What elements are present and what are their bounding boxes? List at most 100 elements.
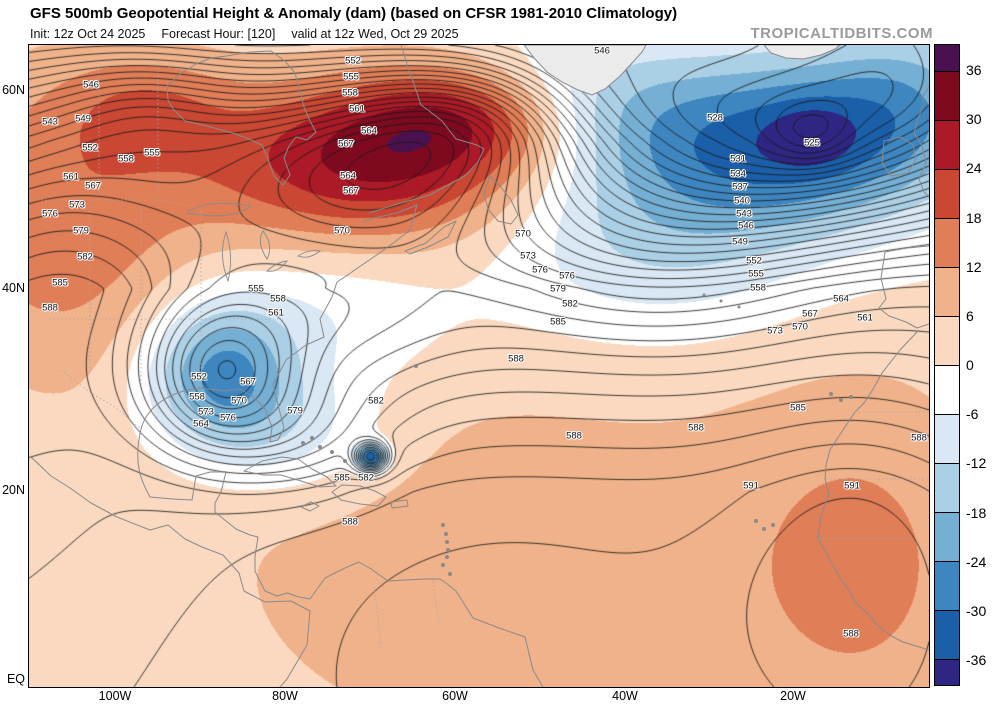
lon-tick-label: 20W: [780, 689, 806, 703]
colorbar-tick-label: 12: [966, 258, 982, 275]
contour-label: 570: [334, 225, 350, 237]
contour-label: 531: [730, 153, 746, 165]
lon-tick-label: 100W: [98, 689, 132, 703]
contour-label: 564: [361, 125, 377, 137]
lat-tick-label: 20N: [2, 483, 25, 497]
contour-label: 558: [750, 282, 766, 294]
contour-label: 579: [73, 225, 89, 237]
colorbar-segment: [935, 119, 959, 169]
colorbar-segment: [935, 365, 959, 415]
contour-label: 558: [189, 391, 205, 403]
lake-superior: [185, 202, 253, 217]
colorbar-tick-label: 0: [966, 357, 974, 373]
contour-label: 564: [193, 418, 209, 430]
lat-tick-label: 60N: [2, 83, 25, 97]
contour-label: 588: [342, 516, 358, 528]
contour-label: 576: [532, 264, 548, 276]
lake-huron: [259, 230, 271, 260]
contour-label: 576: [559, 270, 575, 282]
colorbar-segment: [935, 316, 959, 366]
coastlines-overlay: [29, 45, 929, 687]
coastline-iceland: [763, 45, 841, 60]
contour-label: 585: [334, 472, 350, 484]
colorbar-segment: [935, 70, 959, 120]
contour-label: 567: [240, 376, 256, 388]
contour-label: 573: [198, 406, 214, 418]
coastline-cuba: [243, 456, 337, 488]
contour-label: 585: [52, 277, 68, 289]
colorbar-segment: [935, 659, 959, 686]
colorbar-tick-label: 30: [966, 111, 982, 128]
colorbar-segment: [935, 45, 959, 71]
contour-label: 570: [515, 228, 531, 240]
contour-label: 558: [118, 153, 134, 165]
lat-tick-label: 40N: [2, 281, 25, 295]
colorbar-tick-label: 36: [966, 62, 982, 78]
contour-label: 585: [790, 402, 806, 414]
contour-label: 528: [707, 112, 723, 124]
lake-michigan: [222, 230, 231, 283]
colorbar-tick-label: 18: [966, 209, 982, 226]
contour-label: 582: [368, 395, 384, 407]
coastline-africa-west: [817, 331, 929, 651]
contour-label: 567: [802, 308, 818, 320]
contour-label: 588: [843, 628, 859, 640]
coastline-greenland: [523, 45, 647, 96]
contour-label: 552: [345, 55, 361, 67]
contour-label: 555: [144, 147, 160, 159]
page-title: GFS 500mb Geopotential Height & Anomaly …: [30, 5, 678, 22]
contour-label: 588: [911, 432, 927, 444]
contour-label: 585: [550, 316, 566, 328]
contour-label: 567: [343, 185, 359, 197]
contour-label: 537: [732, 181, 748, 193]
contour-label: 579: [550, 283, 566, 295]
island-dots-bahamas: [301, 436, 347, 463]
contour-label: 564: [340, 170, 356, 182]
contour-label: 591: [844, 480, 860, 492]
contour-label: 570: [231, 395, 247, 407]
anomaly-colorbar: [934, 44, 960, 686]
contour-label: 549: [75, 113, 91, 125]
colorbar-tick-label: 6: [966, 307, 974, 324]
coastline-newfoundland: [483, 175, 519, 225]
contour-label: 552: [82, 142, 98, 154]
contour-label: 573: [520, 250, 536, 262]
contour-label: 552: [746, 255, 762, 267]
contour-label: 573: [767, 325, 783, 337]
lon-tick-label: 60W: [442, 689, 468, 703]
lon-tick-label: 40W: [612, 689, 638, 703]
contour-label: 588: [42, 302, 58, 314]
contour-label: 582: [358, 472, 374, 484]
valid-time: valid at 12z Wed, Oct 29 2025: [291, 27, 459, 41]
contour-label: 546: [83, 79, 99, 91]
coastline-iberia-north: [884, 245, 929, 253]
contour-label: 579: [287, 405, 303, 417]
contour-label: 558: [342, 87, 358, 99]
contour-label: 546: [738, 220, 754, 232]
coastline-puerto-rico: [390, 499, 409, 509]
subtitle-row: Init: 12z Oct 24 2025 Forecast Hour: [12…: [30, 25, 933, 42]
contour-label: 576: [42, 208, 58, 220]
coastline-yucatan-caribbean-south-america: [149, 471, 544, 687]
contour-label: 561: [349, 103, 365, 115]
contour-label: 543: [736, 208, 752, 220]
contour-label: 552: [191, 371, 207, 383]
contour-label: 543: [42, 116, 58, 128]
coastline-labrador: [368, 45, 485, 214]
contour-label: 549: [732, 236, 748, 248]
lat-tick-label: EQ: [6, 672, 25, 686]
coastline-mexico-pacific-central-america: [30, 456, 311, 687]
contour-label: 564: [833, 293, 849, 305]
coastline-jamaica: [300, 501, 320, 512]
colorbar-segment: [935, 266, 959, 316]
colorbar-segment: [935, 217, 959, 267]
island-dots-atlantic: [414, 293, 853, 531]
colorbar-tick-label: -36: [966, 652, 987, 668]
colorbar-tick-label: -18: [966, 504, 987, 521]
colorbar-segment: [935, 610, 959, 660]
contour-label: 582: [562, 298, 578, 310]
colorbar-tick-label: -30: [966, 602, 987, 619]
contour-label: 561: [857, 312, 873, 324]
contour-label: 558: [270, 293, 286, 305]
